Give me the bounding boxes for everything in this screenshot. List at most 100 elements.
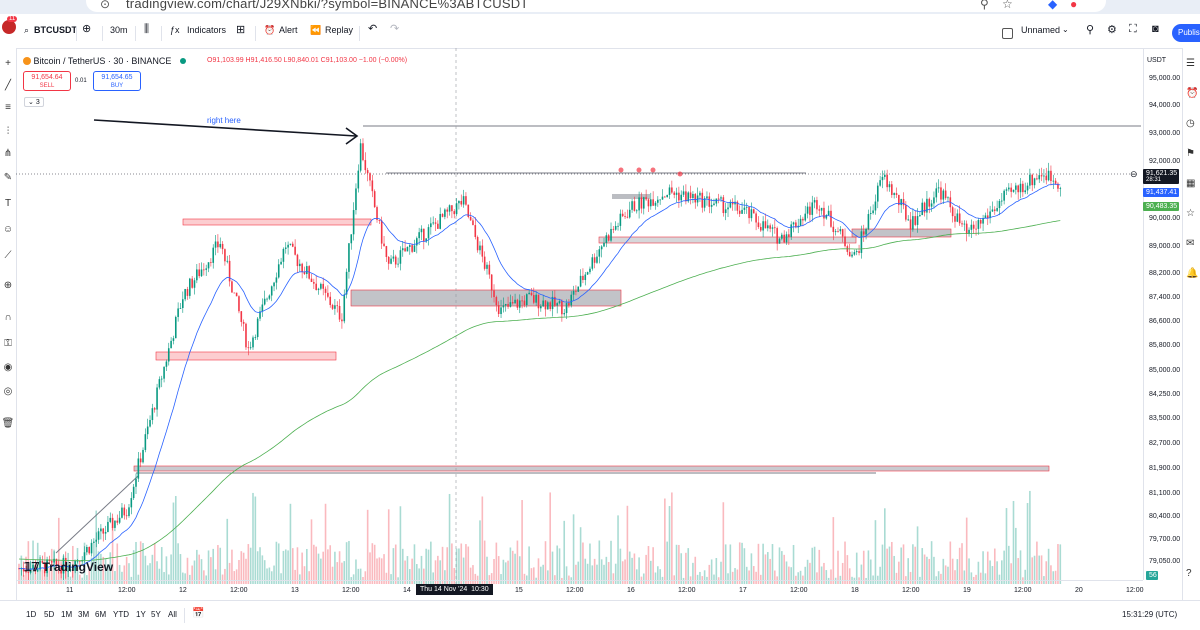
candle-body — [788, 234, 790, 237]
compare-symbol-icon[interactable]: ⊕ — [82, 23, 92, 35]
extension-red-icon[interactable]: ● — [1070, 0, 1078, 11]
candle-body — [729, 201, 732, 208]
alerts-panel-icon[interactable]: ⏰ — [1186, 88, 1199, 99]
range-6m[interactable]: 6M — [95, 610, 107, 619]
candle-body — [27, 571, 30, 573]
crosshair-icon[interactable]: + — [5, 58, 11, 69]
range-5d[interactable]: 5D — [44, 610, 55, 619]
url-pill[interactable] — [86, 0, 1106, 12]
candle-body — [184, 289, 186, 300]
alert-icon[interactable]: ⏰ — [264, 25, 276, 35]
sell-button[interactable]: 91,654.64 SELL — [23, 71, 71, 91]
bookmark-star-icon[interactable]: ☆ — [1002, 0, 1013, 11]
indicators-icon[interactable]: ƒx — [170, 25, 180, 35]
candle-body — [130, 498, 133, 508]
magnet-icon[interactable]: ∩ — [4, 312, 12, 323]
volume-bar — [1001, 560, 1003, 584]
currency-label[interactable]: USDT — [1147, 57, 1167, 64]
trendline-icon[interactable]: ╱ — [4, 80, 12, 91]
emoji-icon[interactable]: ☺ — [2, 224, 14, 235]
volume-bar — [947, 566, 949, 584]
candle-body — [514, 299, 516, 304]
undo-icon[interactable]: ↶ — [368, 23, 378, 35]
range-3m[interactable]: 3M — [78, 610, 90, 619]
volume-bar — [240, 551, 243, 584]
volume-bar — [872, 575, 874, 584]
text-icon[interactable]: T — [4, 198, 12, 209]
price-axis[interactable] — [1143, 48, 1183, 580]
redo-icon[interactable]: ↷ — [390, 23, 400, 35]
ruler-icon[interactable]: ⟋ — [4, 250, 12, 261]
range-1d[interactable]: 1D — [26, 610, 37, 619]
data-window-icon[interactable]: ◷ — [1186, 118, 1195, 129]
extension-icon[interactable]: ◆ — [1048, 0, 1058, 11]
object-tree-icon[interactable]: ⚲ — [1086, 24, 1095, 36]
volume-bar — [703, 570, 706, 584]
indicators-button[interactable]: Indicators — [187, 25, 227, 35]
candle-body — [221, 243, 224, 250]
price-alert-icon[interactable]: ⊖ — [1130, 169, 1138, 179]
symbol-legend[interactable]: Bitcoin / TetherUS · 30 · BINANCE — [23, 56, 186, 66]
pitchfork-icon[interactable]: ⋔ — [3, 148, 13, 159]
search-icon[interactable]: ⌕ — [24, 25, 30, 35]
candle-body — [413, 245, 416, 252]
ideas-icon[interactable]: ☆ — [1186, 208, 1195, 219]
fullscreen-icon[interactable]: ⛶ — [1129, 23, 1137, 35]
volume-bar — [177, 543, 179, 584]
chevron-down-icon[interactable]: ⌄ — [1062, 25, 1069, 34]
candle-body — [521, 300, 523, 302]
zoom-icon[interactable]: ⚲ — [980, 0, 989, 11]
clock-timezone[interactable]: 15:31:29 (UTC) — [1122, 610, 1178, 619]
time-axis[interactable] — [16, 580, 1143, 601]
replay-button[interactable]: Replay — [325, 25, 354, 35]
layout-checkbox[interactable] — [1002, 28, 1013, 39]
templates-icon[interactable]: ⊞ — [236, 24, 246, 36]
candle-body — [1038, 175, 1041, 180]
range-1m[interactable]: 1M — [61, 610, 73, 619]
range-all[interactable]: All — [168, 610, 177, 619]
range-5y[interactable]: 5Y — [151, 610, 161, 619]
lock-drawings-icon[interactable]: ⚿ — [4, 338, 12, 349]
hotlist-icon[interactable]: ⚑ — [1186, 148, 1195, 159]
trash-icon[interactable]: 🗑 — [1, 418, 15, 429]
camera-icon[interactable]: ◙ — [1152, 23, 1159, 35]
candle-body — [280, 261, 282, 265]
candle-body — [633, 201, 636, 211]
volume-bar — [249, 547, 252, 584]
price-chart[interactable] — [16, 48, 1143, 584]
layout-name[interactable]: Unnamed — [1021, 25, 1061, 35]
volume-bar — [301, 552, 303, 584]
calendar-icon[interactable]: ▦ — [1186, 178, 1196, 189]
volume-bar — [373, 544, 376, 584]
publish-button[interactable]: Publis — [1172, 24, 1200, 42]
chat-icon[interactable]: ✉ — [1186, 238, 1195, 249]
settings-gear-icon[interactable]: ⚙ — [1107, 24, 1117, 36]
volume-bar — [355, 559, 357, 584]
symbol-search-button[interactable]: BTCUSDT — [34, 25, 77, 35]
horizontal-lines-icon[interactable]: ≡ — [5, 102, 11, 113]
candle-body — [406, 246, 409, 252]
user-avatar[interactable] — [2, 20, 16, 34]
range-1y[interactable]: 1Y — [136, 610, 146, 619]
buy-button[interactable]: 91,654.65 BUY — [93, 71, 141, 91]
url-text[interactable]: tradingview.com/chart/J29XNbki/?symbol=B… — [126, 0, 529, 11]
bar-style-icon[interactable]: ⫼ — [144, 23, 150, 35]
brush-icon[interactable]: ✎ — [3, 172, 13, 183]
candle-body — [715, 198, 718, 204]
alert-button[interactable]: Alert — [279, 25, 298, 35]
fib-icon[interactable]: ⫶ — [6, 126, 10, 137]
hide-drawings-icon[interactable]: ◉ — [3, 362, 13, 373]
help-icon[interactable]: ? — [1186, 568, 1192, 579]
replay-icon[interactable]: ⏪ — [310, 25, 322, 35]
interval-button[interactable]: 30m — [110, 25, 128, 35]
site-info-icon[interactable]: ⊙ — [100, 0, 111, 11]
range-ytd[interactable]: YTD — [113, 610, 129, 619]
eye-icon[interactable]: ◎ — [3, 386, 13, 397]
zoom-in-icon[interactable]: ⊕ — [3, 280, 13, 291]
notifications-icon[interactable]: 🔔 — [1186, 268, 1199, 279]
candle-body — [411, 245, 413, 252]
indicator-collapse-button[interactable]: ⌄ 3 — [24, 97, 44, 107]
watchlist-icon[interactable]: ☰ — [1186, 58, 1195, 69]
candle-body — [469, 217, 472, 221]
goto-date-icon[interactable]: 📅 — [192, 608, 205, 619]
